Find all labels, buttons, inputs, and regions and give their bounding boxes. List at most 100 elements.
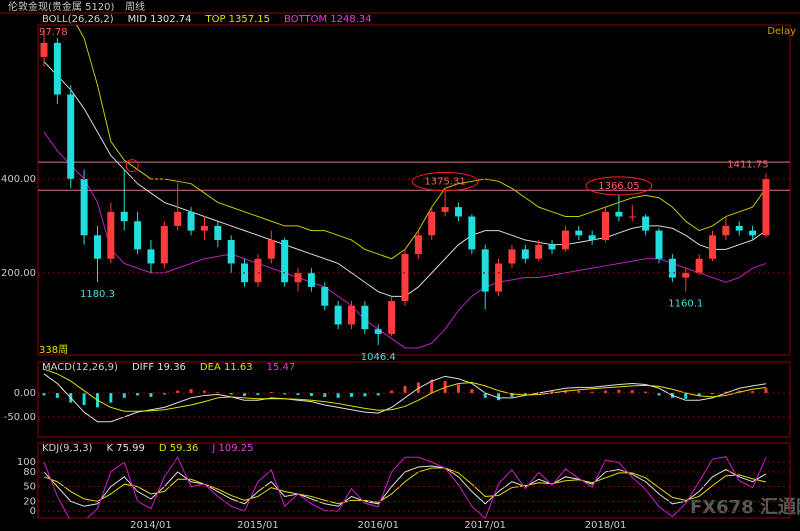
indicator-label: J 109.25 [211, 443, 253, 454]
candle-body [695, 258, 703, 273]
indicator-label: MID 1302.74 [128, 14, 192, 25]
x-tick-label: 2014/01 [130, 520, 172, 531]
candle-body [508, 249, 516, 264]
indicator-label: MACD(12,26,9) [42, 362, 118, 373]
candle-body [334, 305, 342, 325]
x-tick-label: 2015/01 [237, 520, 279, 531]
candle-body [388, 301, 396, 334]
y-tick-label: 1400.00 [0, 174, 36, 185]
candle-body [682, 272, 690, 278]
candle-body [80, 178, 88, 236]
indicator-label: DIFF 19.36 [132, 362, 186, 373]
candle-body [267, 239, 275, 259]
candle-body [602, 211, 610, 240]
price-annotation: 1046.4 [361, 352, 396, 363]
candle-body [548, 244, 556, 250]
candle-body [160, 225, 168, 264]
candle-body [655, 230, 663, 259]
candle-body [588, 235, 596, 240]
candle-body [93, 235, 101, 259]
y-tick-label: 0.00 [14, 388, 36, 399]
indicator-label: K 75.99 [106, 443, 144, 454]
candle-body [668, 258, 676, 278]
x-tick-label: 2018/01 [585, 520, 627, 531]
candle-body [374, 329, 382, 334]
price-annotation: 1160.1 [668, 299, 703, 310]
panel-border [37, 361, 791, 438]
y-tick-label: 80 [23, 467, 36, 478]
candle-body [254, 258, 262, 283]
candle-body [281, 239, 289, 283]
indicator-label: 15.47 [267, 362, 296, 373]
candle-body [468, 216, 476, 250]
top-left-price: 97.78 [39, 27, 68, 38]
candle-body [361, 305, 369, 330]
y-tick-label: -50.00 [4, 412, 36, 423]
x-tick-label: 2017/01 [464, 520, 506, 531]
price-annotation: 1180.3 [80, 289, 115, 300]
highlight-ellipse [585, 176, 653, 196]
indicator-label: BOTTOM 1248.34 [284, 14, 372, 25]
indicator-line [43, 467, 767, 505]
y-tick-label: 20 [23, 496, 36, 507]
instrument-title: 伦敦金现(贵金属 5120) [8, 0, 115, 13]
candle-body [120, 211, 128, 222]
indicator-line [43, 373, 767, 423]
candle-body [628, 216, 636, 218]
bar-count: 338周 [39, 344, 68, 356]
y-tick-label: 1200.00 [0, 268, 36, 279]
candle-body [40, 42, 48, 57]
candle-body [200, 225, 208, 231]
price-annotation: 1366.05 [598, 181, 639, 192]
candle-body [147, 249, 155, 264]
candle-body [481, 249, 489, 292]
y-tick-label: 0 [30, 506, 36, 517]
period: 周线 [125, 0, 145, 13]
delay: Delay [767, 26, 796, 37]
indicator-label: D 59.36 [159, 443, 199, 454]
candle-body [615, 211, 623, 217]
candle-body [735, 225, 743, 231]
candle-body [642, 216, 650, 231]
highlight-ellipse [411, 172, 479, 192]
candle-body [521, 249, 529, 259]
candle-body [561, 230, 569, 250]
candle-body [575, 230, 583, 236]
candle-body [53, 42, 61, 95]
price-annotation: 1375.31 [424, 177, 465, 188]
candle-body [307, 272, 315, 287]
candle-body [107, 211, 115, 259]
candle-body [134, 221, 142, 250]
candle-body [227, 239, 235, 264]
candle-body [762, 178, 770, 236]
candle-body [428, 211, 436, 236]
indicator-label: BOLL(26,26,2) [42, 14, 114, 25]
candle-body [454, 207, 462, 217]
watermark: FX678 汇通网 [690, 497, 800, 518]
y-tick-label: 50 [23, 482, 36, 493]
candle-body [401, 254, 409, 302]
candle-body [441, 207, 449, 212]
panel-border [37, 442, 791, 519]
candle-body [535, 244, 543, 259]
candle-body [214, 225, 222, 240]
indicator-line [43, 456, 767, 518]
y-tick-label: 100 [17, 457, 36, 468]
candle-body [67, 94, 75, 179]
candle-body [495, 263, 503, 292]
candle-body [709, 235, 716, 259]
candle-body [187, 211, 195, 231]
highlight-circle [125, 159, 139, 173]
plot-area [42, 368, 768, 423]
price-annotation: 1411.75 [727, 159, 768, 170]
candle-body [414, 235, 422, 255]
x-tick-label: 2016/01 [357, 520, 399, 531]
candle-body [321, 286, 329, 306]
candle-body [174, 211, 182, 226]
candle-body [294, 272, 302, 283]
indicator-label: KDJ(9,3,3) [42, 443, 93, 454]
indicator-line [43, 368, 767, 412]
candle-body [348, 305, 356, 325]
